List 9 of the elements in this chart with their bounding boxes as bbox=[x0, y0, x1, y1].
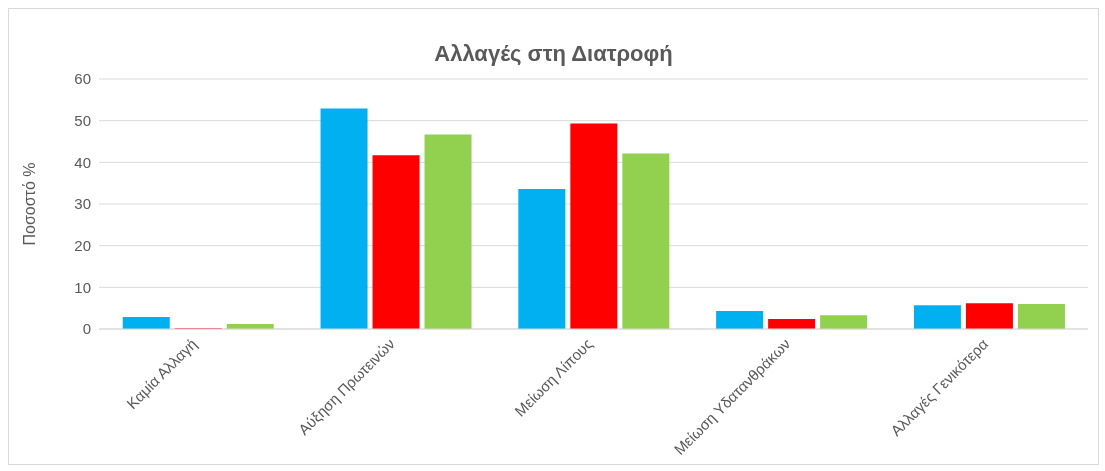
y-tick-label: 10 bbox=[74, 278, 91, 296]
y-tick-label: 40 bbox=[74, 153, 91, 171]
y-tick-label: 0 bbox=[82, 320, 91, 338]
y-axis-title: Ποσοστό % bbox=[20, 162, 38, 246]
y-tick-label: 60 bbox=[74, 70, 91, 88]
y-tick-label: 30 bbox=[74, 195, 91, 213]
chart-title: Αλλαγές στη Διατροφή bbox=[433, 41, 674, 67]
y-tick-label: 50 bbox=[74, 111, 91, 129]
y-tick-label: 20 bbox=[74, 236, 91, 254]
